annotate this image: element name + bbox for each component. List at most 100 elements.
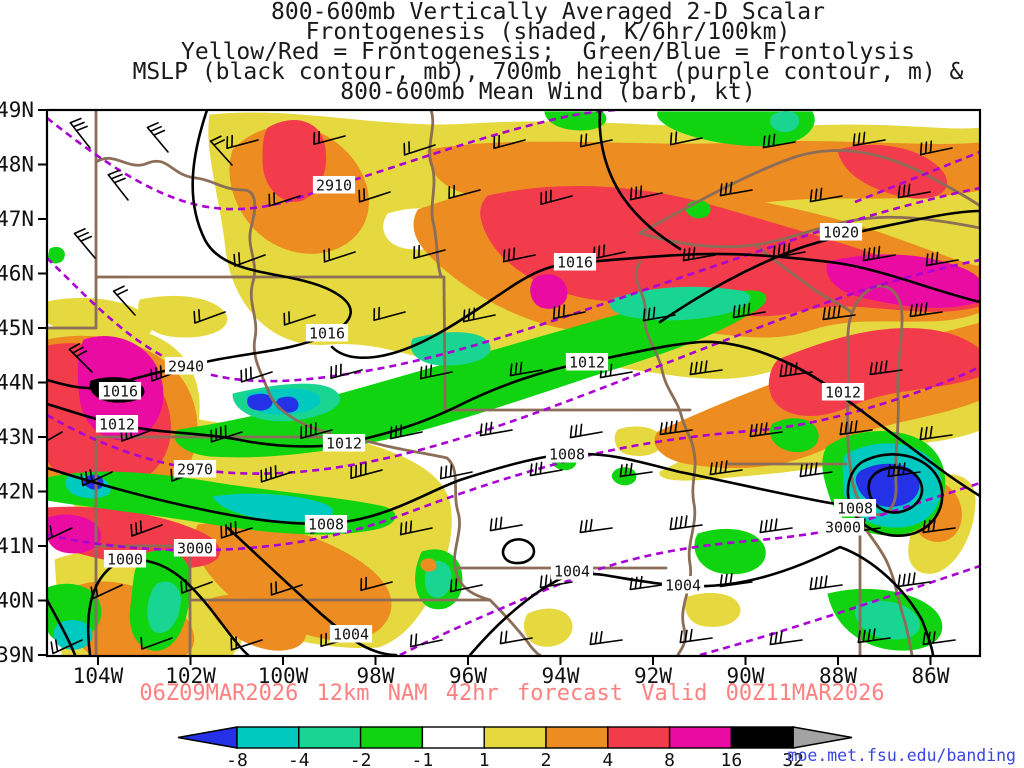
wind-barb — [69, 117, 91, 149]
border-path — [850, 503, 914, 656]
contour-label-box — [821, 518, 865, 536]
wind-barb — [539, 573, 573, 589]
height-contour — [399, 481, 980, 656]
wind-barb — [897, 183, 931, 199]
mslp-contour — [501, 538, 536, 565]
wind-barb — [150, 365, 183, 382]
wind-barb — [732, 302, 766, 319]
mslp-contour — [47, 340, 980, 498]
shaded-region-red — [837, 144, 948, 199]
wind-barb — [919, 425, 953, 441]
contour-label-box — [821, 383, 865, 401]
wind-barb — [360, 576, 393, 592]
contour-label-height: 2940 — [168, 358, 204, 376]
lat-tick-label: 43N — [0, 425, 34, 449]
wind-barb — [268, 192, 301, 207]
wind-barb — [809, 575, 843, 591]
wind-barb — [922, 630, 956, 646]
height-contour — [47, 364, 980, 552]
contour-label-mslp: 1008 — [837, 500, 873, 518]
wind-barb — [759, 518, 793, 534]
wind-barb — [313, 130, 346, 146]
colorbar-tick-label: -8 — [226, 750, 248, 768]
wind-barb — [330, 363, 363, 380]
height-contour — [47, 258, 980, 475]
mslp-contour — [47, 452, 860, 525]
contour-label-mslp: 1004 — [333, 626, 369, 644]
colorbar-tick-label: 4 — [602, 750, 613, 768]
wind-barb — [839, 420, 873, 436]
wind-barb — [130, 520, 163, 537]
wind-barb — [112, 285, 136, 316]
contour-label-box — [329, 625, 373, 643]
colorbar-box-black — [730, 726, 794, 749]
wind-barbs — [47, 117, 959, 655]
wind-barb — [403, 141, 436, 156]
lon-tick-label: 86W — [912, 664, 950, 688]
wind-barb — [479, 421, 513, 437]
height-contour — [699, 564, 980, 656]
wind-barb — [489, 516, 523, 532]
border-path — [638, 149, 980, 249]
wind-barb — [772, 242, 806, 259]
height-contour — [47, 186, 980, 383]
lat-tick-label: 45N — [0, 316, 34, 340]
colorbar-tick-label: 2 — [541, 750, 552, 768]
lat-tick-label: 44N — [0, 371, 34, 395]
wind-barb — [230, 636, 263, 651]
contour-label-box — [565, 353, 609, 371]
wind-barb — [592, 244, 626, 260]
colorbar-box-red — [607, 726, 671, 749]
shaded-region-green — [694, 528, 766, 575]
wind-barb — [449, 578, 483, 593]
wind-barb — [180, 579, 213, 594]
contour-label-box — [164, 357, 208, 375]
mslp-contour — [86, 558, 250, 656]
wind-barb — [679, 628, 713, 644]
wind-barb — [540, 189, 573, 206]
wind-barb — [822, 305, 856, 321]
colorbar-left-arrow — [177, 726, 238, 749]
wind-barb — [300, 422, 333, 440]
contour-label-box — [95, 415, 139, 433]
wind-barb — [709, 460, 743, 476]
chart-title-line-2: Frontogenesis (shaded, K/6hr/100km) — [305, 19, 791, 45]
wind-barb — [669, 131, 703, 146]
lat-tick-label: 46N — [0, 262, 34, 286]
wind-barb — [350, 462, 383, 480]
contour-label-height: 3000 — [177, 540, 213, 558]
wind-barb — [47, 525, 73, 543]
shaded-region-orange — [194, 522, 392, 642]
border-path — [94, 435, 192, 656]
lon-tick-label: 104W — [73, 664, 124, 688]
border-path — [634, 260, 697, 656]
wind-barb — [642, 306, 676, 322]
colorbar-box-teal — [298, 726, 362, 749]
wind-barb — [419, 364, 453, 380]
shaded-region-cyan — [53, 620, 93, 650]
wind-barb — [68, 343, 93, 373]
border-path — [94, 435, 492, 602]
wind-barb — [569, 423, 603, 439]
wind-barb — [629, 575, 663, 591]
wind-barb — [749, 422, 783, 438]
chart-title-line-4: MSLP (black contour, mb), 700mb height (… — [132, 59, 964, 85]
contour-label-box — [550, 562, 594, 580]
lat-tick-label: 48N — [0, 153, 34, 177]
wind-barb — [922, 518, 956, 534]
shaded-region-orange — [420, 558, 437, 572]
mslp-contour — [598, 110, 682, 251]
wind-barb — [80, 469, 113, 487]
shaded-region-yellow — [685, 592, 741, 627]
colorbar-tick-label: -4 — [288, 750, 310, 768]
wind-barb — [897, 572, 931, 588]
wind-barb — [509, 361, 543, 377]
wind-barb — [50, 639, 83, 655]
wind-barb — [719, 572, 753, 588]
credit-link[interactable]: moe.met.fsu.edu/banding — [787, 746, 1016, 765]
wind-barb — [462, 307, 496, 323]
lon-tick-label: 90W — [727, 664, 765, 688]
wind-barb — [579, 518, 613, 534]
